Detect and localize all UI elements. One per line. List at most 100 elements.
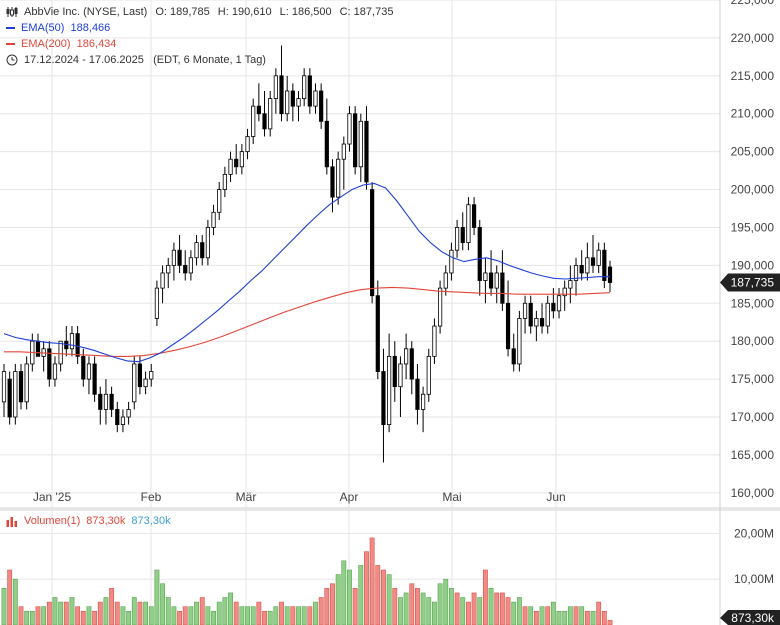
ema50-legend[interactable]: EMA(50) 188,466	[6, 20, 393, 36]
candle-body	[404, 348, 409, 365]
candle-body	[353, 113, 358, 168]
candle-body	[120, 416, 126, 425]
volume-value-1: 873,30k	[86, 515, 126, 527]
volume-bar	[516, 597, 522, 625]
volume-bar	[482, 569, 488, 625]
candle-body	[590, 257, 596, 266]
volume-bar	[216, 601, 222, 625]
x-tick-label: Mai	[442, 490, 461, 504]
volume-bar	[63, 601, 69, 625]
volume-bar	[364, 551, 369, 625]
candle-body	[273, 75, 278, 99]
volume-bar	[460, 597, 466, 625]
volume-bar	[471, 592, 477, 625]
candle-body	[602, 249, 607, 281]
low-value: 186,500	[291, 6, 332, 18]
volume-bar	[494, 592, 500, 625]
candle-body	[228, 158, 233, 175]
date-range: 17.12.2024 - 17.06.2025	[24, 54, 144, 66]
y-tick-label: 185,000	[731, 296, 775, 310]
candle-body	[511, 348, 516, 365]
volume-bar	[352, 588, 358, 625]
high-value: 190,610	[231, 6, 272, 18]
candle-body	[551, 302, 556, 312]
volume-tick-label: 10,00M	[734, 572, 774, 586]
volume-bar	[52, 597, 58, 625]
volume-last-badge	[720, 610, 780, 625]
candle-body	[596, 249, 601, 266]
volume-bar	[505, 597, 511, 625]
candle-body	[137, 363, 143, 388]
volume-bar	[239, 606, 245, 625]
volume-bar	[477, 597, 483, 625]
candle-body	[466, 204, 471, 244]
volume-bar	[86, 606, 92, 625]
ema200-legend[interactable]: EMA(200) 186,434	[6, 36, 393, 52]
volume-bar	[443, 578, 449, 625]
y-tick-label: 195,000	[731, 220, 775, 234]
candle-body	[222, 173, 227, 190]
volume-bar	[109, 588, 115, 625]
candle-body	[13, 371, 18, 418]
candle-body	[234, 158, 239, 168]
volume-bar	[35, 606, 41, 625]
candle-body	[262, 113, 267, 130]
candle-body	[177, 249, 182, 266]
volume-bar	[341, 560, 347, 625]
candle-body	[534, 318, 539, 327]
candle-body	[392, 355, 397, 388]
volume-bar	[245, 606, 250, 625]
volume-bar	[24, 610, 30, 625]
volume-bar	[273, 606, 279, 625]
candle-body	[154, 287, 160, 319]
volume-bar	[579, 606, 585, 625]
candle-body	[149, 371, 154, 380]
ema200-swatch	[6, 43, 15, 45]
volume-bar	[256, 601, 262, 625]
volume-bar	[7, 569, 13, 625]
volume-bar	[211, 610, 216, 625]
candlestick-icon	[6, 6, 18, 18]
volume-bar	[222, 597, 228, 625]
ema50-swatch	[6, 27, 15, 29]
volume-bar	[75, 606, 81, 625]
volume-bar	[415, 588, 420, 625]
candle-body	[517, 318, 522, 365]
candles-group	[1, 45, 613, 463]
volume-bar	[29, 610, 35, 625]
x-tick-label: Feb	[141, 490, 162, 504]
y-tick-label: 170,000	[731, 410, 775, 424]
candle-body	[539, 318, 545, 327]
volume-bar	[182, 606, 188, 625]
volume-tick-label: 20,00M	[734, 526, 774, 540]
volume-bar	[454, 592, 460, 625]
clock-icon	[6, 54, 18, 66]
range-row: 17.12.2024 - 17.06.2025 (EDT, 6 Monate, …	[6, 52, 393, 68]
candle-body	[562, 287, 567, 297]
y-tick-label: 225,000	[731, 0, 775, 7]
volume-bar	[267, 610, 273, 625]
volume-bar	[160, 583, 166, 625]
volume-bar	[12, 578, 18, 625]
open-label: O:	[155, 6, 167, 18]
candle-body	[307, 75, 312, 107]
candle-body	[103, 393, 109, 410]
candle-body	[35, 340, 41, 357]
volume-bar	[369, 537, 375, 625]
volume-bar	[381, 569, 386, 625]
candle-body	[522, 302, 528, 319]
candle-body	[217, 189, 222, 213]
candle-body	[313, 90, 318, 107]
volume-bar	[432, 601, 437, 625]
candle-body	[364, 120, 369, 183]
candle-body	[211, 211, 216, 228]
candle-body	[188, 257, 193, 274]
volume-bar	[188, 606, 194, 625]
y-tick-label: 220,000	[731, 31, 775, 45]
volume-bar	[228, 592, 233, 625]
volume-bar	[533, 610, 539, 625]
candle-body	[92, 363, 97, 395]
instrument-name: AbbVie Inc. (NYSE, Last)	[24, 6, 148, 18]
volume-last-label: 873,30k	[731, 611, 775, 625]
